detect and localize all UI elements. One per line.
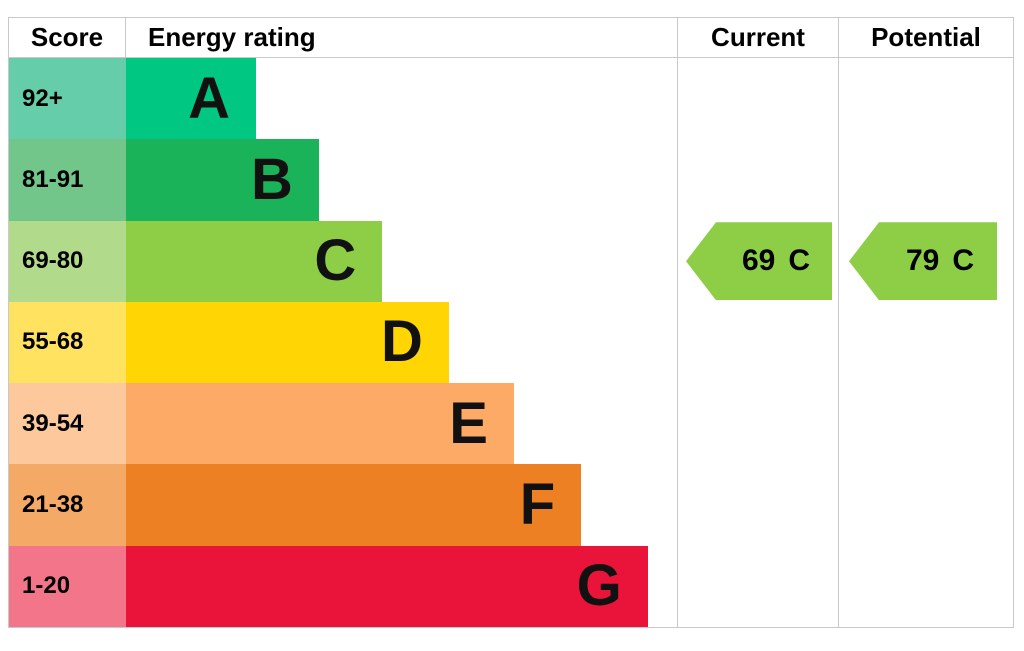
band-letter: E — [449, 390, 488, 456]
band-row-b: 81-91 B — [9, 139, 677, 221]
band-letter: C — [314, 228, 357, 294]
band-letter: A — [188, 65, 231, 131]
band-bar: E — [126, 383, 514, 465]
energy-rating-column-header: Energy rating — [148, 22, 316, 52]
potential-column: 79 C — [838, 58, 1013, 627]
score-column-header: Score — [9, 18, 126, 57]
score-range-label: 69-80 — [9, 220, 126, 302]
band-letter: F — [519, 472, 556, 538]
band-bar-area: G — [126, 545, 677, 627]
band-bar-area: F — [126, 464, 677, 546]
band-row-a: 92+ A — [9, 58, 677, 140]
score-range-label: 39-54 — [9, 383, 126, 465]
score-range-label: 21-38 — [9, 464, 126, 546]
epc-table: Score Energy rating Current Potential 92… — [8, 17, 1014, 628]
current-rating-arrow: 69 C — [686, 222, 832, 301]
band-bar-area: A — [126, 58, 677, 140]
score-range-label: 55-68 — [9, 301, 126, 384]
potential-rating-arrow: 79 C — [849, 222, 997, 301]
band-bar: G — [126, 545, 648, 627]
band-row-c: 69-80 C — [9, 220, 677, 302]
score-range-label: 1-20 — [9, 545, 126, 627]
band-bar-area: E — [126, 383, 677, 465]
band-row-d: 55-68 D — [9, 301, 677, 384]
band-letter: D — [380, 309, 423, 375]
band-bar: A — [126, 58, 257, 140]
current-column-header: Current — [677, 18, 838, 57]
band-bar-area: D — [126, 301, 677, 384]
band-bar-area: C — [126, 220, 677, 302]
score-range-label: 92+ — [9, 58, 126, 140]
potential-rating-letter: C — [952, 244, 975, 278]
band-bar: D — [126, 301, 449, 384]
band-row-f: 21-38 F — [9, 464, 677, 546]
band-bar: C — [126, 220, 383, 302]
band-bar-area: B — [126, 139, 677, 221]
current-column: 69 C — [677, 58, 838, 627]
potential-score-value: 79 — [905, 244, 940, 278]
band-row-e: 39-54 E — [9, 383, 677, 465]
score-range-label: 81-91 — [9, 139, 126, 221]
band-bar: F — [126, 464, 582, 546]
band-letter: G — [576, 553, 622, 619]
header-row: Score Energy rating Current Potential — [9, 18, 1013, 58]
potential-rating-label: 79 C — [883, 244, 997, 278]
potential-column-header: Potential — [838, 18, 1013, 57]
band-rows: 92+ A 81-91 B 69-80 C 55-68 D 39-54 E 21-38 F 1-20 G — [9, 58, 677, 627]
chart-body: 92+ A 81-91 B 69-80 C 55-68 D 39-54 E 21-38 F 1-20 G … — [9, 58, 1013, 627]
current-score-value: 69 — [741, 244, 776, 278]
current-rating-label: 69 C — [720, 244, 832, 278]
band-row-g: 1-20 G — [9, 545, 677, 627]
band-letter: B — [250, 146, 293, 212]
current-rating-letter: C — [788, 244, 811, 278]
band-bar: B — [126, 139, 319, 221]
